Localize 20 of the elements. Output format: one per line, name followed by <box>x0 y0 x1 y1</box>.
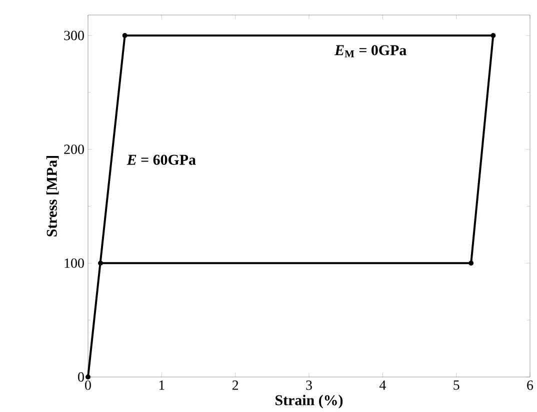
x-tick-label: 4 <box>379 380 386 390</box>
point <box>98 260 104 266</box>
x-tick-label: 2 <box>232 380 238 390</box>
x-tick-label: 5 <box>454 380 460 390</box>
y-tick-label: 0 <box>78 372 84 382</box>
y-axis-title: Stress [MPa] <box>46 156 59 236</box>
annotation: E = 60GPa <box>126 154 196 165</box>
y-tick-label: 200 <box>64 144 84 154</box>
x-tick-label: 0 <box>85 380 91 390</box>
y-tick-label: 100 <box>64 258 84 268</box>
annotation: E$_{M}$ = 0GPa <box>334 45 406 58</box>
point <box>490 32 496 38</box>
point <box>86 374 90 380</box>
point <box>122 32 128 38</box>
y-tick-label: 300 <box>64 30 84 40</box>
x-tick-label: 6 <box>527 380 534 390</box>
x-tick-label: 1 <box>159 380 164 390</box>
point <box>468 260 474 266</box>
x-tick-label: 3 <box>306 380 312 390</box>
x-axis-title: Strain (%) <box>276 394 343 408</box>
